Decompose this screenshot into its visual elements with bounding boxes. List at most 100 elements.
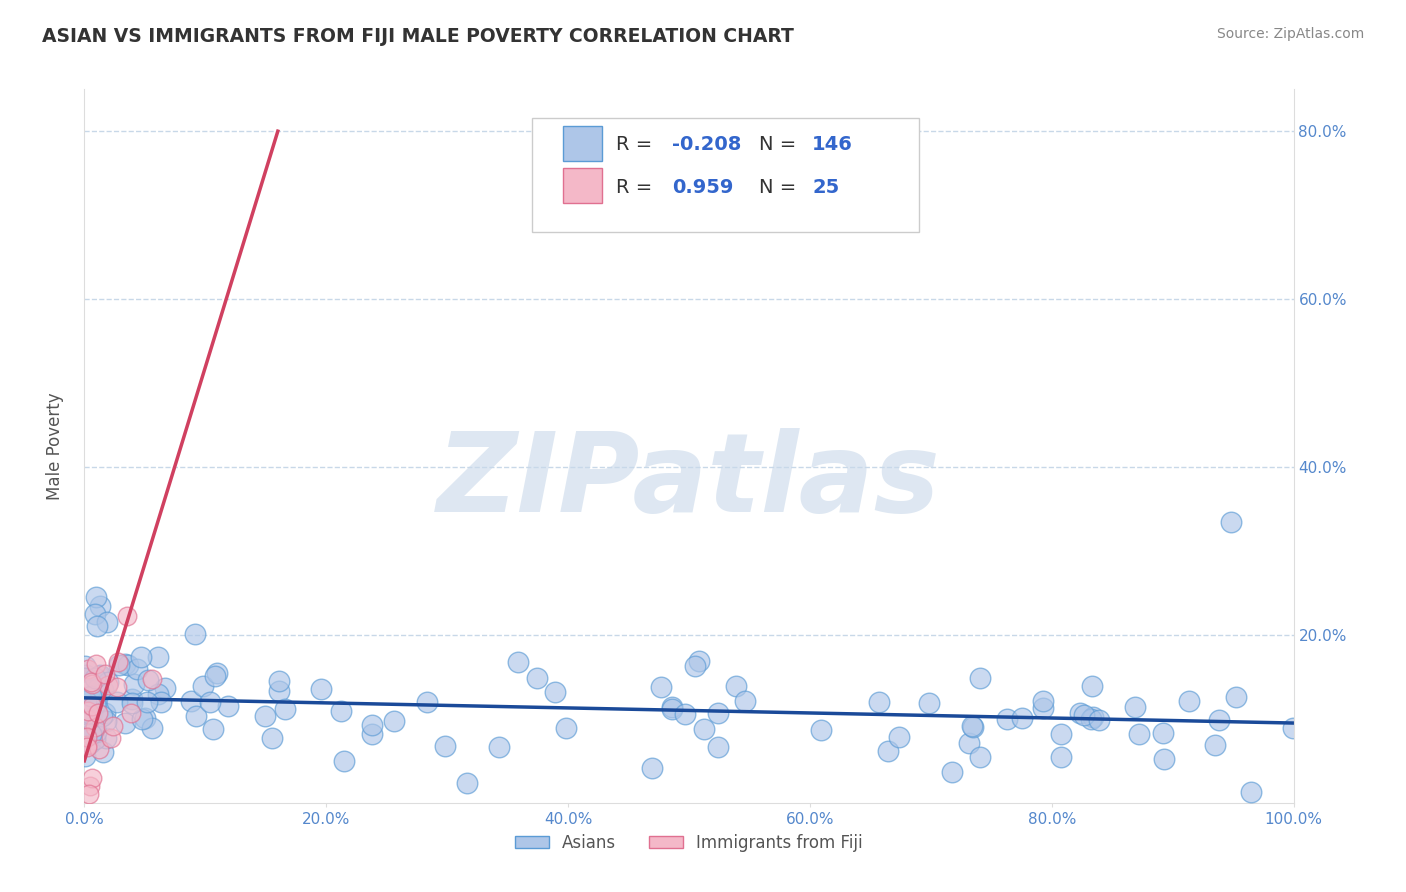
Point xyxy=(650,680,672,694)
Point xyxy=(127,663,149,677)
Point xyxy=(75,694,97,708)
Point xyxy=(79,779,101,793)
Point xyxy=(661,700,683,714)
Point xyxy=(82,719,104,733)
Point xyxy=(79,682,101,697)
Point xyxy=(94,666,117,681)
Point xyxy=(86,706,108,720)
Point xyxy=(114,715,136,730)
Point xyxy=(1178,694,1201,708)
Point xyxy=(105,681,128,695)
Point xyxy=(73,706,96,720)
Point xyxy=(957,736,980,750)
Point xyxy=(693,722,716,736)
Text: ZIPatlas: ZIPatlas xyxy=(437,428,941,535)
Text: R =: R = xyxy=(616,178,665,197)
Point xyxy=(1073,707,1095,722)
Point xyxy=(129,650,152,665)
Point xyxy=(73,727,96,741)
Point xyxy=(1087,714,1109,728)
Point xyxy=(153,681,176,695)
Point xyxy=(416,694,439,708)
Point xyxy=(506,655,529,669)
Point xyxy=(77,692,100,706)
Point xyxy=(77,679,100,693)
Point xyxy=(1050,749,1073,764)
Point xyxy=(76,701,98,715)
Point xyxy=(80,727,103,741)
Point xyxy=(456,776,478,790)
Point xyxy=(117,657,139,672)
Text: 25: 25 xyxy=(813,178,839,197)
Point xyxy=(1083,710,1105,724)
Point xyxy=(73,683,96,698)
Point xyxy=(184,626,207,640)
Point xyxy=(121,696,143,710)
Point xyxy=(97,678,120,692)
Point xyxy=(107,655,129,669)
Point xyxy=(868,695,890,709)
Point xyxy=(73,724,96,739)
Point xyxy=(333,754,356,768)
Point xyxy=(73,721,96,735)
Point xyxy=(962,720,984,734)
Point xyxy=(661,702,683,716)
Point xyxy=(960,719,983,733)
Point xyxy=(77,706,100,721)
Point xyxy=(77,662,100,676)
Point xyxy=(91,745,114,759)
Point xyxy=(84,720,107,734)
Text: 0.959: 0.959 xyxy=(672,178,734,197)
Point xyxy=(1032,700,1054,714)
Point xyxy=(141,672,163,686)
Point xyxy=(889,730,911,744)
Point xyxy=(877,744,900,758)
Legend: Asians, Immigrants from Fiji: Asians, Immigrants from Fiji xyxy=(509,828,869,859)
Point xyxy=(1208,713,1230,727)
Point xyxy=(186,709,208,723)
Point xyxy=(84,697,107,711)
Point xyxy=(77,788,100,802)
Point xyxy=(75,671,97,685)
Point xyxy=(97,675,120,690)
Point xyxy=(1240,785,1263,799)
Point xyxy=(191,679,214,693)
Text: N =: N = xyxy=(759,136,803,154)
Point xyxy=(969,750,991,764)
Point xyxy=(96,714,118,729)
Point xyxy=(73,690,96,704)
Point xyxy=(122,677,145,691)
Point xyxy=(707,706,730,720)
FancyBboxPatch shape xyxy=(531,118,918,232)
Point xyxy=(76,723,98,737)
Point xyxy=(75,668,97,682)
Point xyxy=(198,695,221,709)
Point xyxy=(683,658,706,673)
Point xyxy=(73,729,96,743)
Point xyxy=(734,694,756,708)
Point xyxy=(675,706,697,721)
Point xyxy=(114,657,136,671)
Text: N =: N = xyxy=(759,178,808,197)
Point xyxy=(115,609,138,624)
Point xyxy=(262,731,284,745)
Text: Source: ZipAtlas.com: Source: ZipAtlas.com xyxy=(1216,27,1364,41)
Point xyxy=(76,730,98,744)
Point xyxy=(73,658,96,673)
Point xyxy=(84,725,107,739)
Point xyxy=(76,739,98,754)
Point xyxy=(1032,693,1054,707)
Point xyxy=(146,687,169,701)
Point xyxy=(329,704,352,718)
Point xyxy=(131,712,153,726)
Point xyxy=(361,718,384,732)
Point xyxy=(80,675,103,690)
Point xyxy=(75,684,97,698)
Point xyxy=(136,673,159,687)
Point xyxy=(77,704,100,718)
Point xyxy=(253,709,276,723)
Point xyxy=(1220,515,1243,529)
Point xyxy=(918,696,941,710)
Point xyxy=(86,681,108,696)
Point xyxy=(382,714,405,728)
